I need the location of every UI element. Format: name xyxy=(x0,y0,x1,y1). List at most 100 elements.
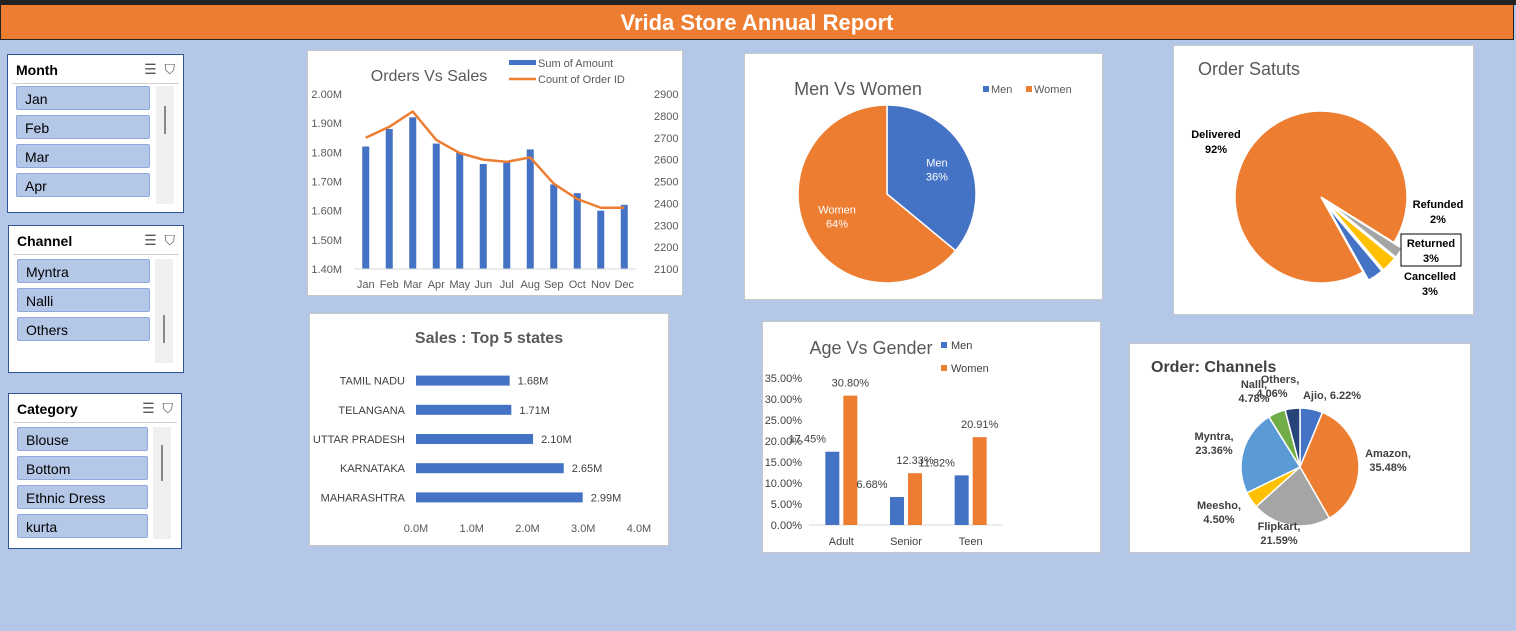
slicer-item-kurta[interactable]: kurta xyxy=(17,514,148,538)
channel-slicer-title: Channel xyxy=(17,233,73,249)
x-tick-label: Nov xyxy=(591,279,611,291)
order-status-chart[interactable]: Order Satuts Delivered 92% Refunded 2% Return… xyxy=(1173,45,1474,315)
series-line-order-count xyxy=(365,110,625,209)
pie-slice-cancelled xyxy=(1326,204,1384,282)
data-label-senior-women: 12.33% xyxy=(896,455,934,467)
x-tick-label: 2.0M xyxy=(515,523,539,535)
order-channels-chart[interactable]: Order: Channels Ajio, 6.22% Amazon, 35.48% F… xyxy=(1129,343,1471,553)
men-vs-women-svg: Men Vs Women Men 36% Women 64% Men Women xyxy=(794,79,1072,284)
bar-may xyxy=(456,152,464,269)
y-tick-label: 1.50M xyxy=(311,235,342,247)
order-status-svg: Order Satuts Delivered 92% Refunded 2% Return… xyxy=(1191,59,1464,298)
slicer-item-mar[interactable]: Mar xyxy=(16,144,150,168)
top5-states-chart[interactable]: Sales : Top 5 states TAMIL NADU 1.68M TELAN… xyxy=(309,313,669,546)
age-vs-gender-svg: Age Vs Gender 35.00% 30.00% 25.00% 20.00% 15.… xyxy=(765,338,1003,548)
y2-tick-label: 2700 xyxy=(654,133,678,145)
x-tick-label: 4.0M xyxy=(627,523,651,535)
slice-pct-delivered: 92% xyxy=(1205,144,1227,156)
bar-tamil-nadu xyxy=(416,375,510,386)
x-tick-label: 0.0M xyxy=(404,523,428,535)
slicer-item-others[interactable]: Others xyxy=(17,317,150,341)
x-tick-label: Teen xyxy=(959,536,983,548)
chart-title: Age Vs Gender xyxy=(809,338,932,358)
slicer-item-myntra[interactable]: Myntra xyxy=(17,259,150,283)
slice-pct-amazon: 35.48% xyxy=(1369,462,1407,474)
value-label-maharashtra: 2.99M xyxy=(591,492,622,504)
slice-pct-returned: 3% xyxy=(1423,253,1439,265)
x-tick-label: Oct xyxy=(569,279,586,291)
x-tick-label: Senior xyxy=(890,536,922,548)
bar-jun xyxy=(479,164,487,269)
x-tick-label: Mar xyxy=(403,279,422,291)
multi-select-icon[interactable]: ☰ xyxy=(142,400,155,416)
legend-swatch-men xyxy=(983,86,989,92)
bar-aug xyxy=(526,149,534,269)
month-scrollbar[interactable] xyxy=(156,86,174,204)
order-channels-svg: Order: Channels Ajio, 6.22% Amazon, 35.48% F… xyxy=(1151,359,1411,547)
slicer-item-jan[interactable]: Jan xyxy=(16,86,150,110)
value-label-karnataka: 2.65M xyxy=(572,463,603,475)
chart-title: Order Satuts xyxy=(1198,59,1300,79)
y-tick-label: 35.00% xyxy=(765,373,803,385)
bar-apr xyxy=(432,143,440,269)
pie-slice-myntra xyxy=(1240,415,1302,494)
scrollbar-thumb[interactable] xyxy=(163,315,165,343)
clear-filter-icon[interactable]: ⛉ xyxy=(164,61,176,77)
bar-senior-men xyxy=(890,496,904,525)
clear-filter-icon[interactable]: ⛉ xyxy=(164,232,176,248)
bar-maharashtra xyxy=(416,492,583,503)
slicer-divider xyxy=(12,83,179,84)
slicer-item-feb[interactable]: Feb xyxy=(16,115,150,139)
slice-label-delivered: Delivered xyxy=(1191,129,1241,141)
scrollbar-thumb[interactable] xyxy=(164,106,166,134)
y-tick-label: 1.90M xyxy=(311,118,342,130)
orders-vs-sales-chart[interactable]: Orders Vs Sales 2.00M 1.90M 1.80M 1.70M 1.60M… xyxy=(307,50,683,296)
slicer-item-apr[interactable]: Apr xyxy=(16,173,150,197)
legend-swatch-amount xyxy=(509,60,536,65)
bar-feb xyxy=(385,129,393,269)
state-label-maharashtra: MAHARASHTRA xyxy=(321,492,406,504)
multi-select-icon[interactable]: ☰ xyxy=(144,232,157,248)
data-label-adult-women: 30.80% xyxy=(832,378,870,390)
x-tick-label: Adult xyxy=(829,536,854,548)
slice-pct-meesho: 4.50% xyxy=(1203,514,1234,526)
slicer-item-bottom[interactable]: Bottom xyxy=(17,456,148,480)
y-tick-label: 1.60M xyxy=(311,206,342,218)
orders-vs-sales-svg: Orders Vs Sales 2.00M 1.90M 1.80M 1.70M 1.60M… xyxy=(311,58,678,291)
legend-swatch-women xyxy=(941,365,947,371)
report-title: Vrida Store Annual Report xyxy=(0,5,1514,40)
category-slicer: Category ☰ ⛉ Blouse Bottom Ethnic Dress … xyxy=(8,393,182,549)
slicer-icons: ☰ ⛉ xyxy=(144,232,175,249)
y2-tick-label: 2200 xyxy=(654,242,678,254)
value-label-telangana: 1.71M xyxy=(519,405,550,417)
x-tick-label: 1.0M xyxy=(460,523,484,535)
slicer-item-nalli[interactable]: Nalli xyxy=(17,288,150,312)
multi-select-icon[interactable]: ☰ xyxy=(144,61,157,77)
chart-title: Sales : Top 5 states xyxy=(415,330,563,347)
age-vs-gender-chart[interactable]: Age Vs Gender 35.00% 30.00% 25.00% 20.00% 15.… xyxy=(762,321,1101,553)
y2-tick-label: 2900 xyxy=(654,89,678,101)
legend-swatch-women xyxy=(1026,86,1032,92)
legend-label-order-count: Count of Order ID xyxy=(538,74,625,86)
pie-slice-men xyxy=(886,104,977,252)
bar-adult-men xyxy=(825,451,840,525)
category-scrollbar[interactable] xyxy=(153,427,171,539)
x-tick-label: Dec xyxy=(614,279,634,291)
clear-filter-icon[interactable]: ⛉ xyxy=(162,400,174,416)
bar-uttar-pradesh xyxy=(416,434,534,444)
bar-oct xyxy=(573,193,581,269)
slicer-item-blouse[interactable]: Blouse xyxy=(17,427,148,451)
slice-label-ajio: Ajio, 6.22% xyxy=(1303,390,1361,402)
scrollbar-thumb[interactable] xyxy=(161,445,163,481)
slice-label-cancelled: Cancelled xyxy=(1404,271,1456,283)
channel-scrollbar[interactable] xyxy=(155,259,173,363)
y-tick-label: 1.70M xyxy=(311,177,342,189)
men-vs-women-chart[interactable]: Men Vs Women Men 36% Women 64% Men Women xyxy=(744,53,1103,300)
window-top-strip xyxy=(0,0,1516,5)
legend-label-men: Men xyxy=(991,84,1012,96)
slice-label-refunded: Refunded xyxy=(1413,199,1464,211)
y-tick-label: 25.00% xyxy=(765,415,803,427)
state-label-tamil-nadu: TAMIL NADU xyxy=(340,376,405,388)
slicer-item-ethnic-dress[interactable]: Ethnic Dress xyxy=(17,485,148,509)
data-label-adult-men: 17.45% xyxy=(789,434,827,446)
